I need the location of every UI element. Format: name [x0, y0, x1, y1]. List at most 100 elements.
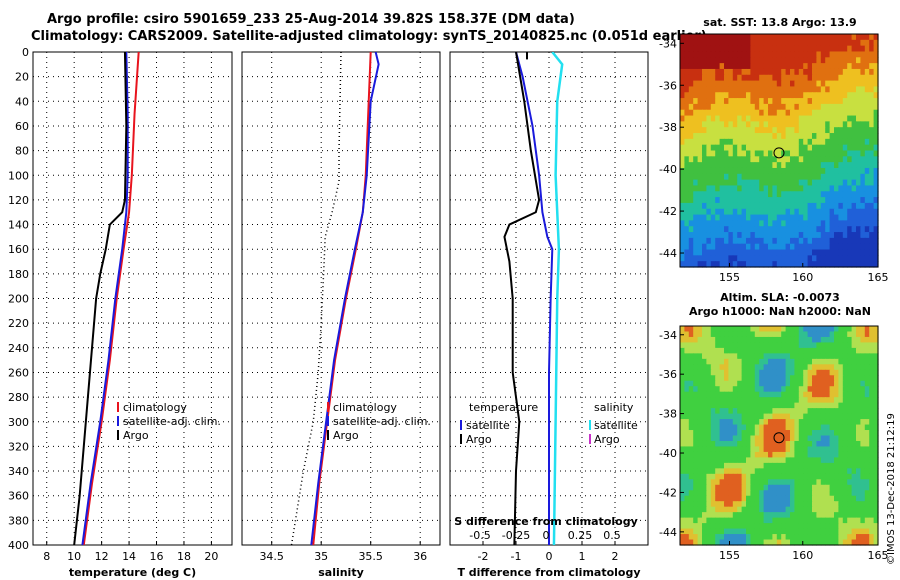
map-cell — [838, 468, 844, 475]
map-cell — [829, 63, 835, 70]
map-cell — [842, 468, 848, 475]
map-cell — [847, 39, 853, 47]
map-cell — [763, 34, 769, 41]
map-cell — [732, 539, 738, 546]
map-cell — [829, 408, 835, 415]
map-cell — [790, 402, 795, 409]
map-cell — [688, 220, 694, 227]
map-cell — [768, 326, 773, 333]
map-cell — [741, 144, 747, 152]
map-cell — [873, 255, 879, 262]
map-cell — [754, 413, 760, 420]
map-cell — [790, 523, 795, 530]
map-cell — [798, 419, 804, 426]
map-cell — [803, 479, 809, 486]
map-cell — [768, 534, 773, 541]
map-cell — [807, 115, 813, 122]
map-cell — [719, 115, 725, 122]
map-cell — [781, 34, 787, 41]
map-cell — [724, 261, 729, 268]
map-cell — [693, 473, 699, 480]
map-cell — [688, 424, 694, 431]
map-cell — [697, 386, 703, 393]
map-cell — [869, 446, 875, 453]
y-tick-label: 340 — [8, 465, 29, 478]
map-cell — [763, 358, 769, 365]
map-cell — [750, 336, 756, 344]
map-cell — [719, 237, 725, 245]
map-cell — [864, 39, 870, 47]
map-cell — [688, 45, 694, 53]
map-cell — [715, 220, 721, 227]
map-cell — [763, 462, 769, 469]
map-cell — [873, 214, 879, 221]
map-cell — [812, 380, 817, 387]
map-cell — [746, 468, 751, 475]
map-cell — [724, 156, 729, 163]
map-cell — [759, 495, 765, 502]
map-cell — [785, 408, 791, 415]
map-cell — [724, 451, 729, 458]
map-cell — [750, 133, 756, 140]
map-cell — [715, 517, 721, 524]
map-cell — [706, 468, 712, 475]
map-cell — [768, 74, 773, 82]
map-cell — [873, 413, 879, 420]
map-cell — [820, 173, 826, 181]
map-cell — [869, 534, 875, 541]
map-cell — [851, 220, 857, 227]
map-cell — [829, 342, 835, 349]
map-cell — [763, 80, 769, 88]
map-cell — [838, 98, 844, 105]
map-cell — [834, 179, 839, 187]
map-cell — [873, 86, 879, 93]
map-cell — [869, 375, 875, 382]
map-cell — [706, 435, 712, 442]
map-cell — [746, 237, 751, 245]
map-cell — [860, 162, 866, 169]
map-cell — [807, 255, 813, 262]
map-cell — [807, 468, 813, 475]
map-cell — [790, 138, 795, 146]
map-cell — [763, 391, 769, 398]
map-cell — [785, 109, 791, 117]
map-cell — [728, 133, 734, 140]
map-cell — [829, 232, 835, 239]
map-cell — [829, 479, 835, 486]
map-cell — [741, 57, 747, 64]
map-cell — [728, 98, 734, 105]
map-cell — [724, 430, 729, 437]
map-cell — [776, 528, 782, 535]
map-cell — [688, 63, 694, 70]
map-cell — [790, 342, 795, 349]
map-cell — [781, 237, 787, 245]
map-cell — [860, 446, 866, 453]
map-cell — [790, 133, 795, 140]
map-cell — [724, 490, 729, 497]
map-cell — [719, 214, 725, 221]
map-cell — [785, 51, 791, 58]
map-cell — [710, 202, 716, 210]
map-cell — [750, 457, 756, 464]
map-cell — [812, 86, 817, 93]
map-cell — [825, 103, 831, 111]
map-cell — [816, 468, 822, 475]
map-cell — [697, 326, 703, 333]
map-cell — [816, 86, 822, 93]
map-cell — [719, 501, 725, 508]
map-cell — [759, 539, 765, 546]
map-cell — [842, 39, 848, 47]
map-cell — [706, 39, 712, 47]
map-cell — [737, 435, 743, 442]
map-cell — [803, 419, 809, 426]
sla-map-title-1: Altim. SLA: -0.0073 — [720, 291, 840, 304]
map-cell — [768, 51, 773, 58]
map-cell — [688, 197, 694, 204]
map-cell — [785, 451, 791, 458]
map-cell — [772, 468, 778, 475]
map-cell — [710, 68, 716, 76]
map-cell — [869, 435, 875, 442]
map-cell — [746, 375, 751, 382]
